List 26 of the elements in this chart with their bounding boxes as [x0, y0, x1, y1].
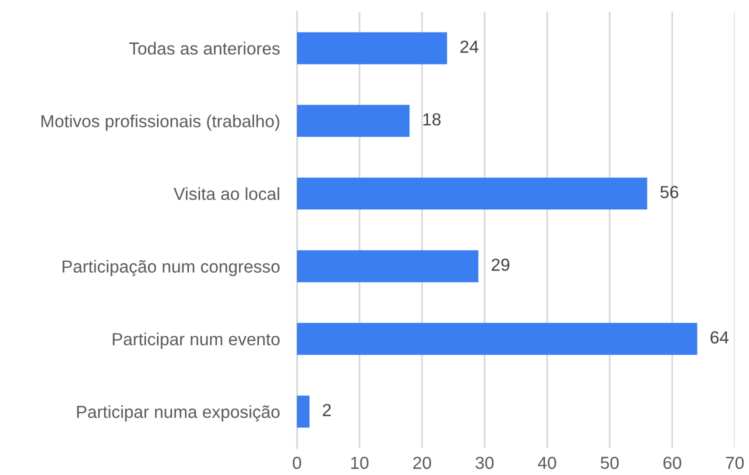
x-tick-label: 50 [600, 456, 619, 470]
bar [296, 104, 410, 137]
y-tick-label: Visita ao local [174, 187, 280, 200]
bar [296, 178, 648, 210]
x-tick-label: 20 [413, 456, 432, 470]
x-tick-label: 70 [726, 456, 744, 470]
y-tick-label: Participar numa exposição [77, 405, 280, 422]
bar [296, 322, 698, 355]
bar [296, 250, 478, 282]
y-tick-label: Todas as anteriores [129, 42, 280, 55]
x-tick-label: 30 [476, 456, 494, 470]
x-tick-label: 10 [351, 456, 368, 470]
x-tick-label: 0 [292, 456, 302, 470]
data-label: 64 [710, 331, 729, 344]
bar [296, 396, 310, 428]
y-tick-label: Participação num congresso [62, 260, 280, 276]
y-tick-label: Motivos profissionais (trabalho) [41, 114, 280, 131]
data-label: 24 [460, 40, 478, 53]
x-tick-label: 40 [538, 456, 556, 470]
data-label: 2 [322, 404, 331, 416]
data-label: 29 [492, 258, 510, 271]
data-label: 18 [423, 113, 441, 126]
x-tick-label: 60 [663, 456, 682, 470]
y-tick-label: Participar num evento [112, 332, 280, 349]
data-label: 56 [660, 186, 678, 198]
bar [296, 32, 448, 64]
